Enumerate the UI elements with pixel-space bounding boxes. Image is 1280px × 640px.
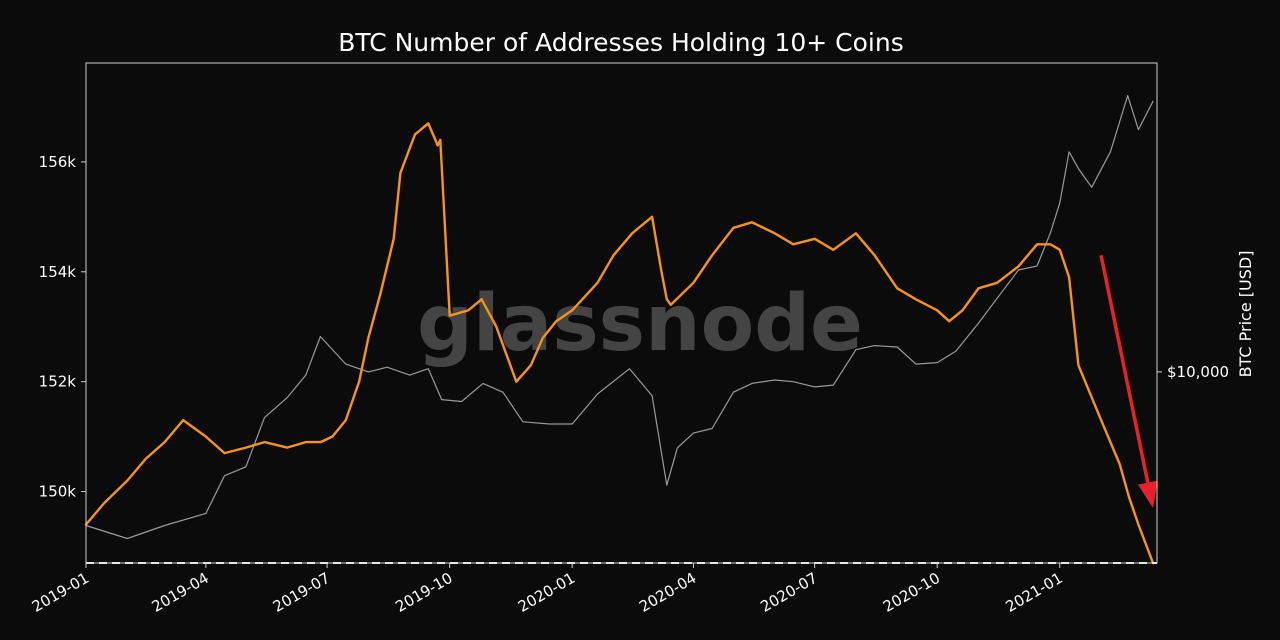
right-axis-ticks: $10,000 xyxy=(1157,363,1229,381)
arrow-head xyxy=(1137,480,1158,509)
y-tick-label: 152k xyxy=(39,373,77,391)
y2-tick-label: $10,000 xyxy=(1167,363,1229,381)
addresses-line xyxy=(84,122,1155,565)
watermark: glassnode xyxy=(417,279,863,369)
y-tick-label: 156k xyxy=(39,153,77,171)
right-axis-label: BTC Price [USD] xyxy=(1236,251,1255,378)
y-tick-label: 154k xyxy=(39,263,77,281)
chart-title: BTC Number of Addresses Holding 10+ Coin… xyxy=(338,28,903,57)
annotation-arrow xyxy=(1099,254,1158,509)
arrow-shaft xyxy=(1099,254,1150,483)
y-tick-label: 150k xyxy=(39,483,77,501)
left-axis-ticks: 150k 152k 154k 156k xyxy=(39,153,86,501)
series-layer xyxy=(84,94,1155,565)
plot-frame xyxy=(85,62,1158,564)
btc-price-line xyxy=(85,94,1154,540)
